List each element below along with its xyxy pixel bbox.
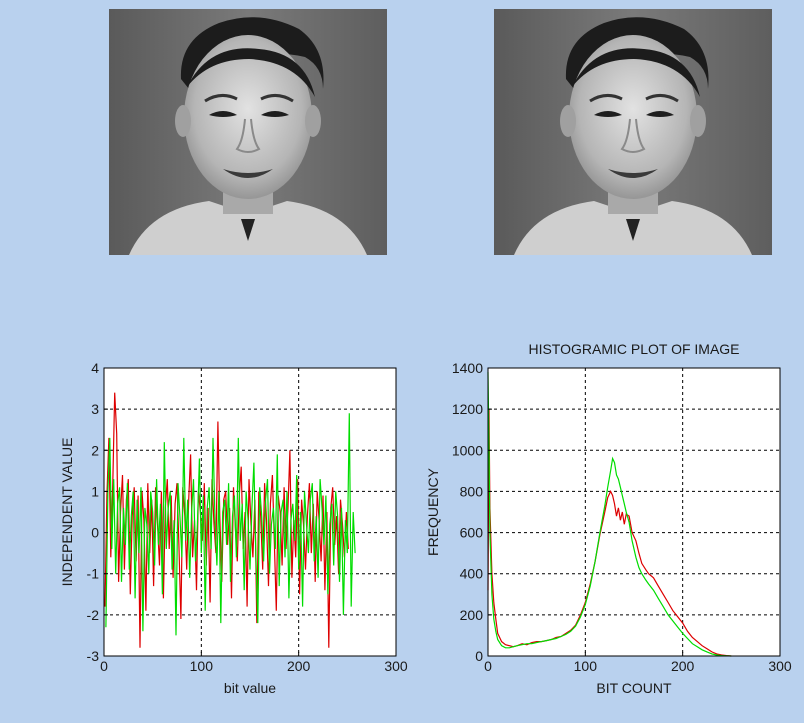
x-tick-label: 0 [100, 658, 108, 674]
y-tick-label: 400 [460, 566, 484, 582]
series-line-2 [105, 413, 356, 636]
right-eye [646, 111, 674, 117]
smile [223, 169, 273, 178]
right-eyebrow [645, 94, 679, 103]
right-ear [305, 105, 321, 137]
collar-notch [241, 219, 255, 241]
series-line-1 [104, 392, 349, 648]
nose [235, 118, 261, 153]
y-tick-label: 1000 [452, 442, 483, 458]
left-eye [209, 111, 237, 117]
left-ear [175, 105, 191, 137]
y-tick-label: 1400 [452, 360, 483, 376]
y-tick-label: -2 [87, 607, 100, 623]
face [184, 35, 312, 199]
face-photo-original [109, 9, 387, 255]
fringe [187, 48, 315, 97]
right-eye [261, 111, 289, 117]
y-tick-label: 800 [460, 483, 484, 499]
plot-area [488, 368, 780, 656]
x-tick-label: 200 [287, 658, 311, 674]
portrait-drawing [494, 9, 772, 255]
x-tick-label: 0 [484, 658, 492, 674]
y-tick-label: 0 [91, 525, 99, 541]
y-tick-label: 200 [460, 607, 484, 623]
y-axis-label: FREQUENCY [425, 467, 441, 556]
portrait-drawing [109, 9, 387, 255]
x-tick-label: 100 [190, 658, 214, 674]
y-tick-label: -1 [87, 566, 100, 582]
right-ear [690, 105, 706, 137]
fringe [572, 48, 700, 97]
face [569, 35, 697, 199]
left-eye [594, 111, 622, 117]
y-axis-label: INDEPENDENT VALUE [59, 438, 75, 587]
chart-2: 0 100 200 300 0 200 400 600 800 1000 1200 1400 BIT C… [425, 341, 792, 696]
y-tick-label: 1 [91, 483, 99, 499]
x-axis-label: bit value [224, 680, 276, 696]
y-tick-label: 4 [91, 360, 99, 376]
plot-frame [103, 367, 397, 657]
collar-notch [626, 219, 640, 241]
y-tick-label: 2 [91, 442, 99, 458]
series-line-2 [487, 372, 732, 657]
x-tick-label: 300 [768, 658, 792, 674]
y-tick-label: -3 [87, 648, 100, 664]
x-tick-label: 200 [671, 658, 695, 674]
y-tick-label: 600 [460, 525, 484, 541]
smile [608, 169, 658, 178]
y-tick-label: 0 [475, 648, 483, 664]
face-photo-processed [494, 9, 772, 255]
left-eyebrow [204, 94, 238, 103]
y-tick-label: 3 [91, 401, 99, 417]
x-tick-label: 300 [384, 658, 408, 674]
chart-title: HISTOGRAMIC PLOT OF IMAGE [528, 341, 739, 357]
left-ear [560, 105, 576, 137]
right-eyebrow [260, 94, 294, 103]
chart-1: 0 100 200 300 -3 -2 -1 0 1 2 3 4 bit value INDEPENDEN… [59, 360, 408, 696]
nose [620, 118, 646, 153]
y-tick-label: 1200 [452, 401, 483, 417]
x-tick-label: 100 [574, 658, 598, 674]
x-axis-label: BIT COUNT [596, 680, 672, 696]
plot-frame [487, 367, 781, 657]
left-eyebrow [589, 94, 623, 103]
